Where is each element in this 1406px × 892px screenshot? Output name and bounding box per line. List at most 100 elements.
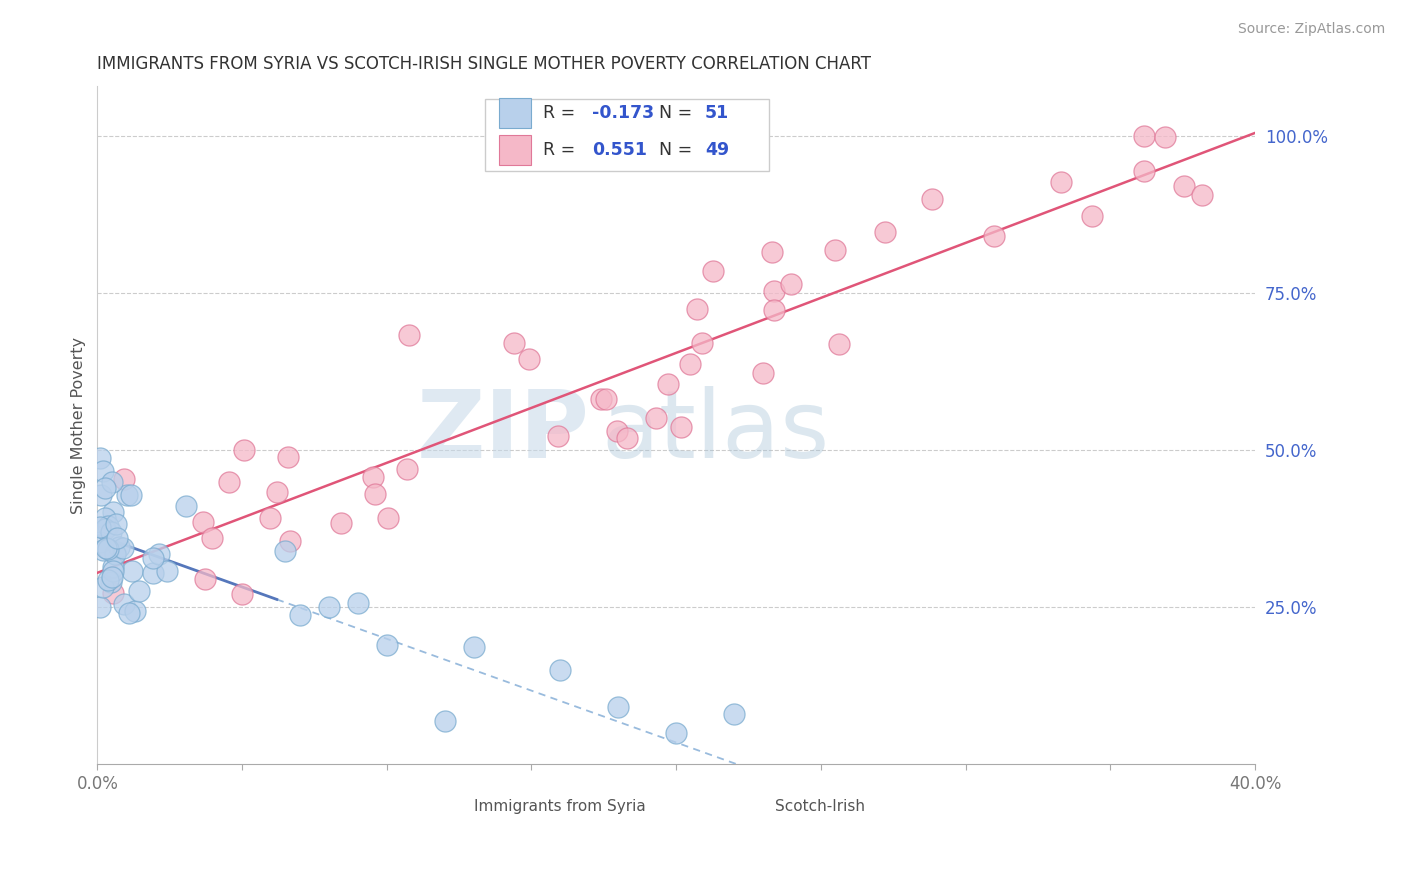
Point xyxy=(94,522,117,536)
Point xyxy=(97,542,120,557)
Point xyxy=(346,596,368,610)
Text: atlas: atlas xyxy=(600,386,830,478)
Text: 51: 51 xyxy=(706,103,730,121)
Point xyxy=(1191,187,1213,202)
Point xyxy=(875,225,897,239)
Point xyxy=(547,429,569,443)
Point xyxy=(665,726,688,740)
Text: N =: N = xyxy=(659,103,692,121)
Point xyxy=(259,510,281,524)
Point xyxy=(607,700,630,714)
Point xyxy=(101,565,124,579)
Point xyxy=(762,285,785,299)
Point xyxy=(433,714,456,728)
Point xyxy=(97,573,120,587)
Point xyxy=(100,524,122,539)
Text: Immigrants from Syria: Immigrants from Syria xyxy=(474,799,645,814)
Point xyxy=(89,535,111,549)
Point xyxy=(517,352,540,367)
Point xyxy=(156,564,179,578)
Point xyxy=(377,510,399,524)
Point xyxy=(111,541,134,555)
FancyBboxPatch shape xyxy=(499,98,531,128)
Point xyxy=(128,584,150,599)
Point xyxy=(94,541,117,555)
FancyBboxPatch shape xyxy=(485,99,769,170)
Point xyxy=(690,335,713,350)
Point xyxy=(107,541,129,555)
Point xyxy=(148,547,170,561)
Point xyxy=(723,707,745,722)
Point xyxy=(828,337,851,351)
Point xyxy=(463,640,485,655)
Point xyxy=(678,358,700,372)
Point xyxy=(93,511,115,525)
Point xyxy=(595,392,617,406)
Point xyxy=(983,229,1005,244)
Point xyxy=(686,301,709,316)
Point xyxy=(657,376,679,391)
Point xyxy=(395,462,418,476)
Point xyxy=(105,532,128,546)
Point xyxy=(91,543,114,558)
Point xyxy=(101,570,124,584)
Text: IMMIGRANTS FROM SYRIA VS SCOTCH-IRISH SINGLE MOTHER POVERTY CORRELATION CHART: IMMIGRANTS FROM SYRIA VS SCOTCH-IRISH SI… xyxy=(97,55,872,73)
Point xyxy=(100,574,122,589)
Point xyxy=(1133,129,1156,144)
Point xyxy=(589,392,612,406)
Point xyxy=(194,572,217,586)
Text: 0.551: 0.551 xyxy=(592,141,647,159)
Point xyxy=(120,488,142,502)
Text: N =: N = xyxy=(659,141,692,159)
Text: ZIP: ZIP xyxy=(416,386,589,478)
Point xyxy=(616,431,638,445)
Point xyxy=(218,475,240,489)
Point xyxy=(1173,178,1195,193)
Point xyxy=(103,547,125,561)
Point xyxy=(669,420,692,434)
Point xyxy=(363,469,385,483)
Point xyxy=(274,543,297,558)
Point xyxy=(266,484,288,499)
Point xyxy=(751,366,773,380)
Point xyxy=(94,481,117,495)
Point xyxy=(763,302,786,317)
Point xyxy=(824,243,846,257)
Point xyxy=(112,597,135,611)
Point xyxy=(921,192,943,206)
Point xyxy=(606,424,628,438)
Point xyxy=(90,488,112,502)
Point xyxy=(118,606,141,620)
Point xyxy=(288,608,311,623)
Point xyxy=(1154,130,1177,145)
Text: R =: R = xyxy=(543,141,575,159)
Point xyxy=(191,515,214,529)
Y-axis label: Single Mother Poverty: Single Mother Poverty xyxy=(72,336,86,514)
Point xyxy=(97,519,120,533)
Point xyxy=(278,533,301,548)
Text: Source: ZipAtlas.com: Source: ZipAtlas.com xyxy=(1237,22,1385,37)
Point xyxy=(502,335,524,350)
Point xyxy=(277,450,299,464)
Point xyxy=(115,488,138,502)
Point xyxy=(375,639,398,653)
Point xyxy=(550,663,572,677)
Point xyxy=(702,264,724,278)
Point xyxy=(1050,175,1073,189)
Point xyxy=(103,585,125,599)
FancyBboxPatch shape xyxy=(499,135,531,165)
Point xyxy=(232,442,254,457)
Text: Scotch-Irish: Scotch-Irish xyxy=(775,799,865,814)
Point xyxy=(364,487,387,501)
Text: 49: 49 xyxy=(706,141,730,159)
Text: R =: R = xyxy=(543,103,575,121)
Point xyxy=(93,580,115,594)
Point xyxy=(89,520,111,534)
Point xyxy=(142,551,165,566)
Point xyxy=(231,587,253,601)
Point xyxy=(779,277,801,291)
Text: -0.173: -0.173 xyxy=(592,103,654,121)
Point xyxy=(645,410,668,425)
Point xyxy=(329,516,352,530)
Point xyxy=(1132,164,1154,178)
